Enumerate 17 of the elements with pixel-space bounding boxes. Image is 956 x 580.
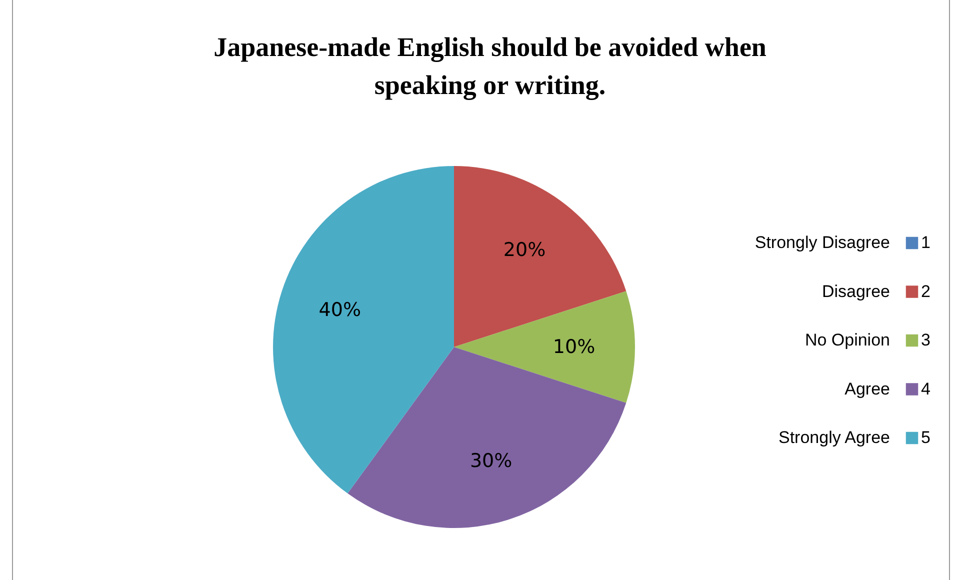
data-label: 20% [503, 238, 546, 261]
legend-label: 3 [921, 330, 930, 350]
pie-slice [273, 166, 454, 494]
data-label: 10% [552, 336, 596, 358]
legend-label: 1 [921, 233, 930, 252]
pie-slice [454, 291, 635, 403]
text: No Opinion [804, 330, 890, 350]
legend-label: 4 [921, 379, 930, 398]
data-label: 30% [470, 450, 512, 472]
text: Strongly Disagree [754, 233, 890, 252]
text: Strongly Agree [778, 428, 890, 447]
text: Agree [844, 379, 890, 398]
chart-title: Japanese-made English should be avoided when speaking or writing. [214, 32, 766, 100]
legend-label: 2 [921, 282, 930, 301]
legend-label: 5 [921, 428, 930, 447]
data-label: 40% [318, 298, 361, 321]
text: Disagree [822, 282, 890, 301]
